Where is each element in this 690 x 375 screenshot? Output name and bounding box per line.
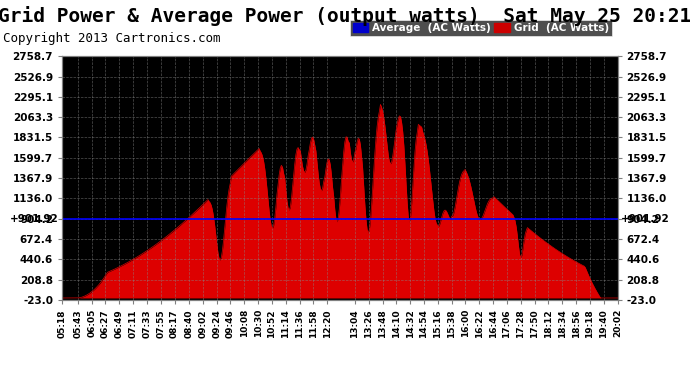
Legend: Average  (AC Watts), Grid  (AC Watts): Average (AC Watts), Grid (AC Watts) xyxy=(350,20,612,36)
Text: +901.92: +901.92 xyxy=(621,214,670,224)
Text: Grid Power & Average Power (output watts)  Sat May 25 20:21: Grid Power & Average Power (output watts… xyxy=(0,6,690,26)
Text: Copyright 2013 Cartronics.com: Copyright 2013 Cartronics.com xyxy=(3,32,221,45)
Text: +901.92: +901.92 xyxy=(10,214,59,224)
